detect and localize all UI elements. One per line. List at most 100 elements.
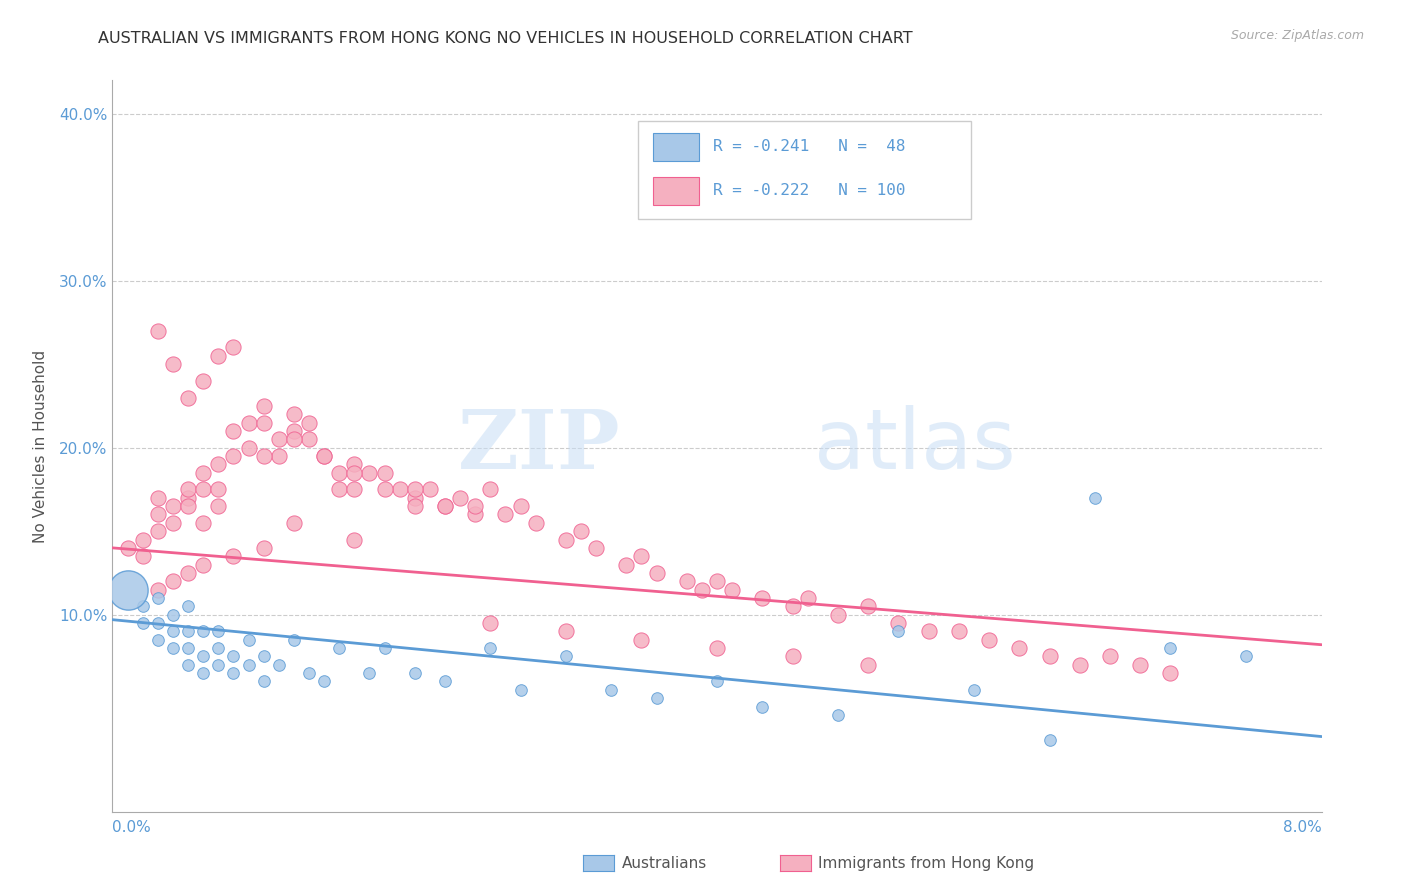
Point [207, 458, 229, 472]
Point [177, 483, 200, 497]
Point [117, 582, 139, 597]
Point [827, 607, 849, 622]
Point [1159, 666, 1181, 681]
Point [177, 657, 200, 672]
Point [191, 624, 215, 639]
Point [554, 533, 576, 547]
Point [146, 591, 169, 605]
Point [856, 599, 880, 614]
Point [238, 416, 260, 430]
Point [479, 615, 502, 630]
Point [630, 632, 652, 647]
Point [207, 657, 229, 672]
Point [1084, 491, 1107, 505]
Point [162, 499, 184, 513]
Point [222, 549, 245, 564]
Bar [652, 133, 699, 161]
Point [207, 499, 229, 513]
Point [267, 657, 290, 672]
Point [132, 549, 155, 564]
Point [433, 499, 456, 513]
Point [690, 582, 713, 597]
Point [509, 499, 531, 513]
Point [1159, 641, 1181, 656]
Point [132, 615, 155, 630]
Point [1038, 732, 1062, 747]
Point [312, 449, 335, 463]
Point [464, 499, 486, 513]
Text: Australians: Australians [621, 856, 707, 871]
Point [1129, 657, 1152, 672]
Point [191, 483, 215, 497]
Point [222, 341, 245, 355]
Point [177, 566, 200, 580]
Point [222, 649, 245, 664]
Text: R = -0.241   N =  48: R = -0.241 N = 48 [713, 139, 905, 154]
Text: Source: ZipAtlas.com: Source: ZipAtlas.com [1230, 29, 1364, 42]
Point [600, 682, 623, 697]
Point [207, 349, 229, 363]
Point [1008, 641, 1031, 656]
Point [162, 516, 184, 530]
Point [979, 632, 1001, 647]
Point [404, 483, 426, 497]
Point [146, 615, 169, 630]
Point [298, 416, 321, 430]
Point [796, 591, 818, 605]
Point [207, 483, 229, 497]
Point [312, 674, 335, 689]
Point [191, 374, 215, 388]
Point [373, 641, 396, 656]
Point [238, 632, 260, 647]
Point [479, 483, 502, 497]
Point [177, 624, 200, 639]
Point [404, 491, 426, 505]
Point [433, 499, 456, 513]
Point [132, 533, 155, 547]
Point [343, 533, 366, 547]
Point [146, 524, 169, 538]
Point [177, 491, 200, 505]
Point [253, 416, 276, 430]
Point [146, 632, 169, 647]
Point [267, 449, 290, 463]
Point [343, 458, 366, 472]
Point [782, 599, 804, 614]
Point [887, 615, 910, 630]
Point [162, 641, 184, 656]
Point [191, 666, 215, 681]
Point [283, 433, 305, 447]
Point [479, 641, 502, 656]
Point [191, 649, 215, 664]
Point [359, 666, 381, 681]
Point [782, 649, 804, 664]
Point [675, 574, 697, 589]
Point [191, 516, 215, 530]
Point [706, 674, 728, 689]
Text: atlas: atlas [814, 406, 1015, 486]
Y-axis label: No Vehicles in Household: No Vehicles in Household [32, 350, 48, 542]
Point [856, 657, 880, 672]
Point [283, 407, 305, 421]
Point [464, 508, 486, 522]
Point [267, 433, 290, 447]
Point [298, 666, 321, 681]
Point [373, 483, 396, 497]
Bar [652, 177, 699, 204]
Point [283, 632, 305, 647]
Point [328, 483, 350, 497]
Point [253, 449, 276, 463]
Point [177, 391, 200, 405]
Point [554, 649, 576, 664]
Point [177, 499, 200, 513]
Point [298, 433, 321, 447]
Point [238, 657, 260, 672]
Point [373, 466, 396, 480]
Point [449, 491, 471, 505]
Point [509, 682, 531, 697]
Point [146, 582, 169, 597]
Text: Immigrants from Hong Kong: Immigrants from Hong Kong [818, 856, 1035, 871]
Point [887, 624, 910, 639]
Point [948, 624, 970, 639]
Point [706, 574, 728, 589]
